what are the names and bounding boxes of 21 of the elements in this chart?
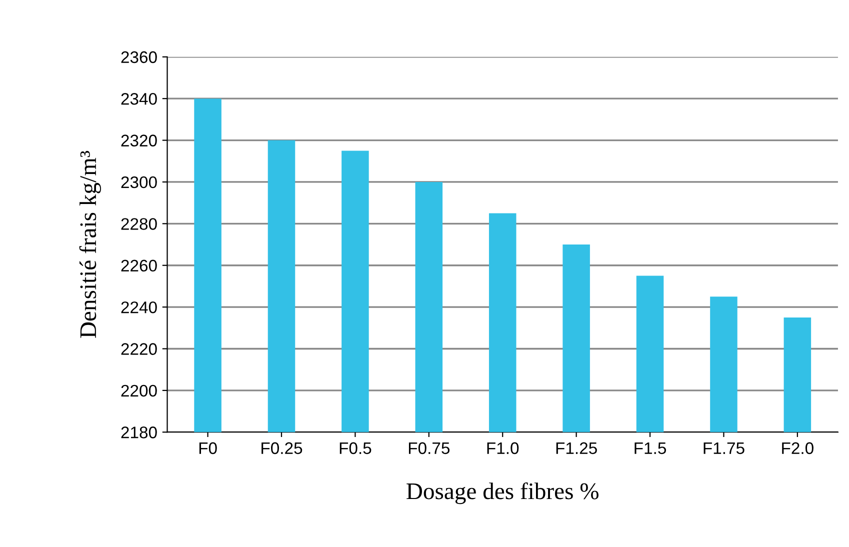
x-tick-label: F0 [199,442,217,454]
y-tick-label: 2360 [121,51,157,64]
y-tick-label: 2340 [121,92,157,105]
x-tick-label: F1.5 [634,442,666,454]
x-tick-label: F0.5 [340,442,372,454]
x-tick-label: F1.25 [556,442,597,454]
y-tick-label: 2200 [121,384,157,397]
y-tick-label: 2180 [121,426,157,438]
x-tick-label: F0.25 [262,442,302,454]
y-tick-label: 2260 [121,260,157,272]
x-axis-title: Dosage des fibres % [406,482,599,504]
y-tick-label: 2320 [121,134,157,146]
x-tick-label: F2.0 [782,442,814,454]
y-tick-label: 2280 [121,218,157,230]
x-tick-label: F0.75 [408,442,450,454]
x-tick-label: F1.75 [704,442,744,454]
x-tick-label: F1.0 [487,442,519,454]
y-tick-label: 2300 [121,176,157,188]
y-axis-title: Densitié frais kg/m³ [79,150,102,338]
y-tick-label: 2220 [121,343,157,355]
y-tick-label: 2240 [121,301,157,314]
